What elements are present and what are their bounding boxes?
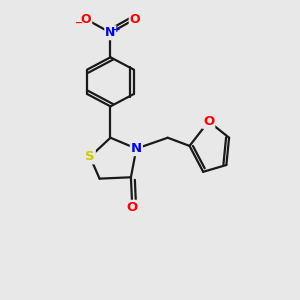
- Text: O: O: [130, 13, 140, 26]
- Text: O: O: [203, 115, 214, 128]
- Text: N: N: [105, 26, 116, 39]
- Text: O: O: [81, 13, 91, 26]
- Text: +: +: [113, 25, 121, 34]
- Text: N: N: [131, 142, 142, 155]
- Text: O: O: [127, 201, 138, 214]
- Text: S: S: [85, 150, 95, 163]
- Text: −: −: [75, 17, 83, 27]
